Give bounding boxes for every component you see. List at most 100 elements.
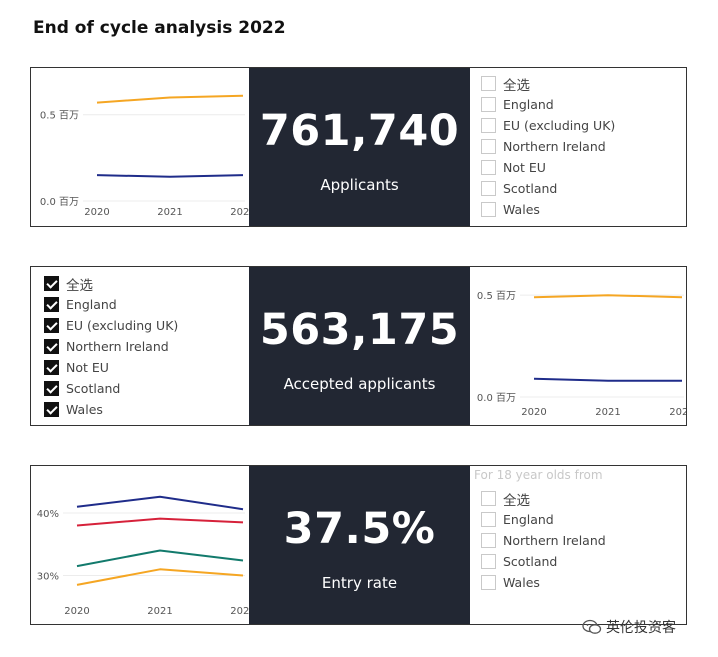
x-tick-label: 2022 bbox=[230, 606, 249, 617]
checkbox-label: EU (excluding UK) bbox=[66, 318, 179, 333]
empty-box-icon[interactable] bbox=[481, 139, 496, 154]
accepted-panel: 全选 England EU (excluding UK) Northern Irela… bbox=[30, 266, 695, 426]
checkbox-label: Wales bbox=[503, 575, 540, 590]
region-checkbox[interactable]: Scotland bbox=[481, 178, 557, 199]
region-checkbox[interactable]: Not EU bbox=[481, 157, 546, 178]
checkbox-label: Northern Ireland bbox=[503, 533, 606, 548]
checkbox-label: Northern Ireland bbox=[503, 139, 606, 154]
accepted-chart-svg: 0.0 百万 0.5 百万 2020 2021 2022 bbox=[477, 290, 695, 418]
applicants-panel: 0.0 百万 0.5 百万 2020 2021 2022 761,740 Applica… bbox=[30, 67, 687, 227]
empty-box-icon[interactable] bbox=[481, 554, 496, 569]
region-checkbox[interactable]: Scotland bbox=[44, 378, 120, 399]
x-tick-label: 2022 bbox=[669, 407, 686, 418]
empty-box-icon[interactable] bbox=[481, 118, 496, 133]
applicants-value: 761,740 bbox=[259, 106, 460, 156]
checkbox-label: EU (excluding UK) bbox=[503, 118, 616, 133]
checkbox-label: Wales bbox=[66, 402, 103, 417]
empty-box-icon[interactable] bbox=[481, 533, 496, 548]
checkbox-label: Scotland bbox=[503, 181, 558, 196]
region-checkbox[interactable]: Northern Ireland bbox=[44, 336, 169, 357]
x-tick-label: 2021 bbox=[157, 207, 182, 218]
select-all-checkbox[interactable]: 全选 bbox=[481, 488, 530, 509]
x-tick-label: 2020 bbox=[84, 207, 109, 218]
empty-box-icon[interactable] bbox=[481, 76, 496, 91]
watermark: 英伦投资客 bbox=[582, 617, 676, 637]
empty-box-icon[interactable] bbox=[481, 575, 496, 590]
region-checkbox[interactable]: England bbox=[481, 509, 554, 530]
y-tick-label: 0.5 百万 bbox=[477, 290, 516, 302]
region-checkbox[interactable]: Wales bbox=[481, 572, 540, 593]
accepted-line-chart[interactable]: 0.0 百万 0.5 百万 2020 2021 2022 bbox=[470, 267, 695, 425]
checkbox-label: England bbox=[503, 97, 554, 112]
filter-caption: For 18 year olds from bbox=[474, 468, 603, 482]
chat-bubble-icon bbox=[582, 619, 602, 634]
accepted-kpi-card: 563,175 Accepted applicants bbox=[249, 267, 470, 425]
select-all-checkbox[interactable]: 全选 bbox=[481, 73, 530, 94]
checkbox-label: Northern Ireland bbox=[66, 339, 169, 354]
empty-box-icon[interactable] bbox=[481, 97, 496, 112]
applicants-region-filter[interactable]: 全选 England EU (excluding UK) Northern Irela… bbox=[470, 68, 686, 226]
select-all-checkbox[interactable]: 全选 bbox=[44, 273, 93, 294]
region-checkbox[interactable]: England bbox=[44, 294, 117, 315]
checkbox-label: Scotland bbox=[66, 381, 121, 396]
applicants-chart-svg: 0.0 百万 0.5 百万 2020 2021 2022 bbox=[40, 94, 256, 218]
series-line bbox=[533, 294, 683, 299]
checkbox-label: 全选 bbox=[66, 277, 93, 294]
page-title: End of cycle analysis 2022 bbox=[33, 18, 286, 38]
checked-box-icon[interactable] bbox=[44, 276, 59, 291]
accepted-region-filter[interactable]: 全选 England EU (excluding UK) Northern Irela… bbox=[31, 267, 249, 425]
entry-rate-line-chart[interactable]: 30% 40% 2020 2021 2022 bbox=[31, 466, 256, 624]
checkbox-label: England bbox=[66, 297, 117, 312]
checked-box-icon[interactable] bbox=[44, 402, 59, 417]
empty-box-icon[interactable] bbox=[481, 181, 496, 196]
x-tick-label: 2021 bbox=[595, 407, 620, 418]
entry-rate-chart-svg: 30% 40% 2020 2021 2022 bbox=[37, 495, 256, 617]
series-line bbox=[533, 377, 682, 382]
checked-box-icon[interactable] bbox=[44, 297, 59, 312]
region-checkbox[interactable]: Northern Ireland bbox=[481, 136, 606, 157]
region-checkbox[interactable]: England bbox=[481, 94, 554, 115]
y-tick-label: 0.5 百万 bbox=[40, 110, 79, 122]
entry-rate-kpi-card: 37.5% Entry rate bbox=[249, 466, 470, 624]
checked-box-icon[interactable] bbox=[44, 339, 59, 354]
y-tick-label: 30% bbox=[37, 572, 59, 583]
series-line bbox=[76, 495, 244, 511]
checkbox-label: 全选 bbox=[503, 77, 530, 94]
checked-box-icon[interactable] bbox=[44, 360, 59, 375]
checkbox-label: Not EU bbox=[66, 360, 109, 375]
x-tick-label: 2021 bbox=[147, 606, 172, 617]
empty-box-icon[interactable] bbox=[481, 202, 496, 217]
watermark-text: 英伦投资客 bbox=[606, 620, 676, 636]
accepted-value: 563,175 bbox=[259, 305, 460, 355]
checkbox-label: England bbox=[503, 512, 554, 527]
checkbox-label: Wales bbox=[503, 202, 540, 217]
region-checkbox[interactable]: EU (excluding UK) bbox=[481, 115, 615, 136]
x-tick-label: 2020 bbox=[521, 407, 546, 418]
series-line bbox=[76, 568, 244, 586]
entry-rate-value: 37.5% bbox=[283, 504, 436, 554]
applicants-kpi-card: 761,740 Applicants bbox=[249, 68, 470, 226]
region-checkbox[interactable]: EU (excluding UK) bbox=[44, 315, 178, 336]
empty-box-icon[interactable] bbox=[481, 160, 496, 175]
entry-rate-region-filter[interactable]: For 18 year olds from 全选 England Northern … bbox=[470, 466, 686, 624]
region-checkbox[interactable]: Wales bbox=[481, 199, 540, 220]
region-checkbox[interactable]: Scotland bbox=[481, 551, 557, 572]
empty-box-icon[interactable] bbox=[481, 491, 496, 506]
checked-box-icon[interactable] bbox=[44, 381, 59, 396]
y-tick-label: 40% bbox=[37, 509, 59, 520]
x-tick-label: 2020 bbox=[64, 606, 89, 617]
y-tick-label: 0.0 百万 bbox=[477, 392, 516, 404]
region-checkbox[interactable]: Wales bbox=[44, 399, 103, 420]
checkbox-label: Not EU bbox=[503, 160, 546, 175]
empty-box-icon[interactable] bbox=[481, 512, 496, 527]
series-line bbox=[96, 94, 244, 104]
applicants-line-chart[interactable]: 0.0 百万 0.5 百万 2020 2021 2022 bbox=[31, 68, 256, 226]
applicants-label: Applicants bbox=[320, 176, 399, 194]
y-tick-label: 0.0 百万 bbox=[40, 196, 79, 208]
checked-box-icon[interactable] bbox=[44, 318, 59, 333]
region-checkbox[interactable]: Not EU bbox=[44, 357, 109, 378]
x-tick-label: 2022 bbox=[230, 207, 249, 218]
series-line bbox=[76, 549, 244, 568]
region-checkbox[interactable]: Northern Ireland bbox=[481, 530, 606, 551]
entry-rate-panel: 30% 40% 2020 2021 2022 37.5% Entry rate For … bbox=[30, 465, 687, 625]
